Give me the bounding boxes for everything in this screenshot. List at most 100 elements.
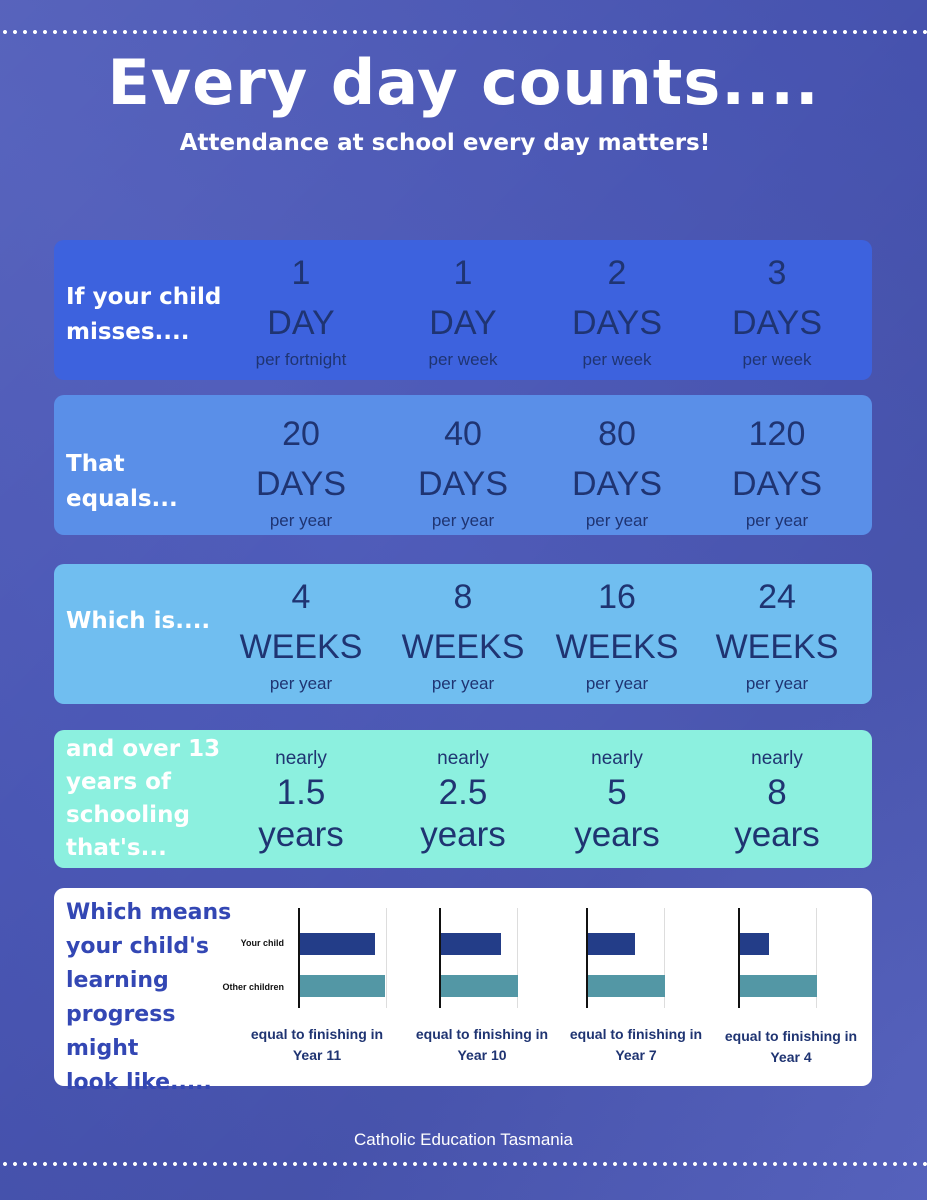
caption-line: Year 4 <box>770 1049 812 1065</box>
caption-line: equal to finishing in <box>724 1028 858 1044</box>
stat-subtext: per week <box>428 350 498 369</box>
stat-unit: DAYS <box>731 465 823 503</box>
row-label: If your child misses.... <box>66 280 236 350</box>
stat-unit: DAYS <box>571 304 663 342</box>
row-days-missed: If your child misses.... 1 DAY per fortn… <box>54 240 872 380</box>
stat-unit: years <box>734 815 820 854</box>
row-label-line: look like..... <box>66 1070 212 1095</box>
stat-subtext: per year <box>585 674 649 693</box>
bar-other-children <box>299 975 385 997</box>
stat-number: 2.5 <box>438 773 488 812</box>
bar-label-other-children: Other children <box>222 982 284 992</box>
stat-unit: DAYS <box>731 304 823 342</box>
gridline <box>386 908 387 1008</box>
stat-subtext: per week <box>582 350 652 369</box>
stat-column: nearly 1.5 years <box>226 746 376 856</box>
stat-subtext: per year <box>745 674 809 693</box>
progress-bar-chart <box>439 908 589 1008</box>
chart-axis <box>738 908 740 1008</box>
row-schooling-years: and over 13 years of schooling that's...… <box>54 730 872 868</box>
chart-caption: equal to finishing in Year 4 <box>716 1026 866 1068</box>
stat-unit: DAYS <box>571 465 663 503</box>
stat-qualifier: nearly <box>591 748 643 769</box>
stat-qualifier: nearly <box>437 748 489 769</box>
chart-axis <box>439 908 441 1008</box>
stat-unit: WEEKS <box>401 628 525 666</box>
bar-other-children <box>739 975 817 997</box>
stat-column: 20 DAYS per year <box>226 409 376 533</box>
row-label-line: learning <box>66 968 169 993</box>
row-label-line: that's... <box>66 835 167 861</box>
stat-column: 16 WEEKS per year <box>542 572 692 696</box>
stat-qualifier: nearly <box>275 748 327 769</box>
stat-subtext: per year <box>431 511 495 530</box>
stat-number: 16 <box>598 578 636 616</box>
row-label-line: misses.... <box>66 319 190 345</box>
stat-unit: DAYS <box>417 465 509 503</box>
progress-bar-chart <box>738 908 888 1008</box>
bar-other-children <box>587 975 665 997</box>
caption-line: equal to finishing in <box>569 1026 703 1042</box>
stat-number: 1 <box>291 254 311 292</box>
stat-column: 1 DAY per week <box>388 248 538 372</box>
stat-unit: DAYS <box>255 465 347 503</box>
stat-column: 80 DAYS per year <box>542 409 692 533</box>
stat-number: 8 <box>767 773 787 812</box>
chart-caption: equal to finishing in Year 7 <box>561 1024 711 1066</box>
bottom-dotted-border <box>0 1160 927 1168</box>
stat-number: 3 <box>767 254 787 292</box>
stat-column: 120 DAYS per year <box>702 409 852 533</box>
stat-column: nearly 5 years <box>542 746 692 856</box>
row-label-line: If your child <box>66 284 222 310</box>
progress-bar-chart <box>298 908 448 1008</box>
bar-your-child <box>739 933 769 955</box>
row-label-line: and over 13 <box>66 736 221 762</box>
page-subtitle: Attendance at school every day matters! <box>179 130 711 156</box>
stat-column: 4 WEEKS per year <box>226 572 376 696</box>
row-label-line: progress might <box>66 1002 176 1061</box>
stat-unit: years <box>258 815 344 854</box>
stat-number: 24 <box>758 578 796 616</box>
stat-unit: WEEKS <box>239 628 363 666</box>
row-label: Which is.... <box>66 608 211 634</box>
gridline <box>816 908 817 1008</box>
stat-unit: WEEKS <box>715 628 839 666</box>
row-label: Which means your child's learning progre… <box>66 896 246 1100</box>
stat-number: 4 <box>291 578 311 616</box>
stat-subtext: per year <box>431 674 495 693</box>
stat-subtext: per year <box>585 511 649 530</box>
stat-number: 20 <box>282 415 320 453</box>
stat-subtext: per year <box>269 511 333 530</box>
stat-column: 2 DAYS per week <box>542 248 692 372</box>
row-label-line: years of <box>66 769 171 795</box>
stat-number: 5 <box>607 773 627 812</box>
row-label-line: Which means <box>66 900 232 925</box>
bar-your-child <box>587 933 635 955</box>
stat-column: nearly 8 years <box>702 746 852 856</box>
row-yearly-days: That equals... 20 DAYS per year 40 DAYS … <box>54 395 872 535</box>
chart-caption: equal to finishing in Year 11 <box>242 1024 392 1066</box>
top-dotted-border <box>0 28 927 36</box>
caption-line: Year 10 <box>457 1047 507 1063</box>
stat-unit: DAY <box>429 304 497 342</box>
stat-unit: WEEKS <box>555 628 679 666</box>
stat-number: 80 <box>598 415 636 453</box>
chart-axis <box>298 908 300 1008</box>
stat-unit: years <box>420 815 506 854</box>
stat-column: 40 DAYS per year <box>388 409 538 533</box>
stat-number: 40 <box>444 415 482 453</box>
stat-subtext: per year <box>745 511 809 530</box>
stat-column: 8 WEEKS per year <box>388 572 538 696</box>
stat-unit: years <box>574 815 660 854</box>
stat-subtext: per fortnight <box>255 350 347 369</box>
stat-column: 1 DAY per fortnight <box>226 248 376 372</box>
gridline <box>664 908 665 1008</box>
stat-qualifier: nearly <box>751 748 803 769</box>
caption-line: equal to finishing in <box>250 1026 384 1042</box>
row-learning-progress: Which means your child's learning progre… <box>54 888 872 1095</box>
caption-line: equal to finishing in <box>415 1026 549 1042</box>
stat-number: 8 <box>453 578 473 616</box>
row-yearly-weeks: Which is.... 4 WEEKS per year 8 WEEKS pe… <box>54 564 872 704</box>
caption-line: Year 11 <box>292 1047 342 1063</box>
gridline <box>517 908 518 1008</box>
